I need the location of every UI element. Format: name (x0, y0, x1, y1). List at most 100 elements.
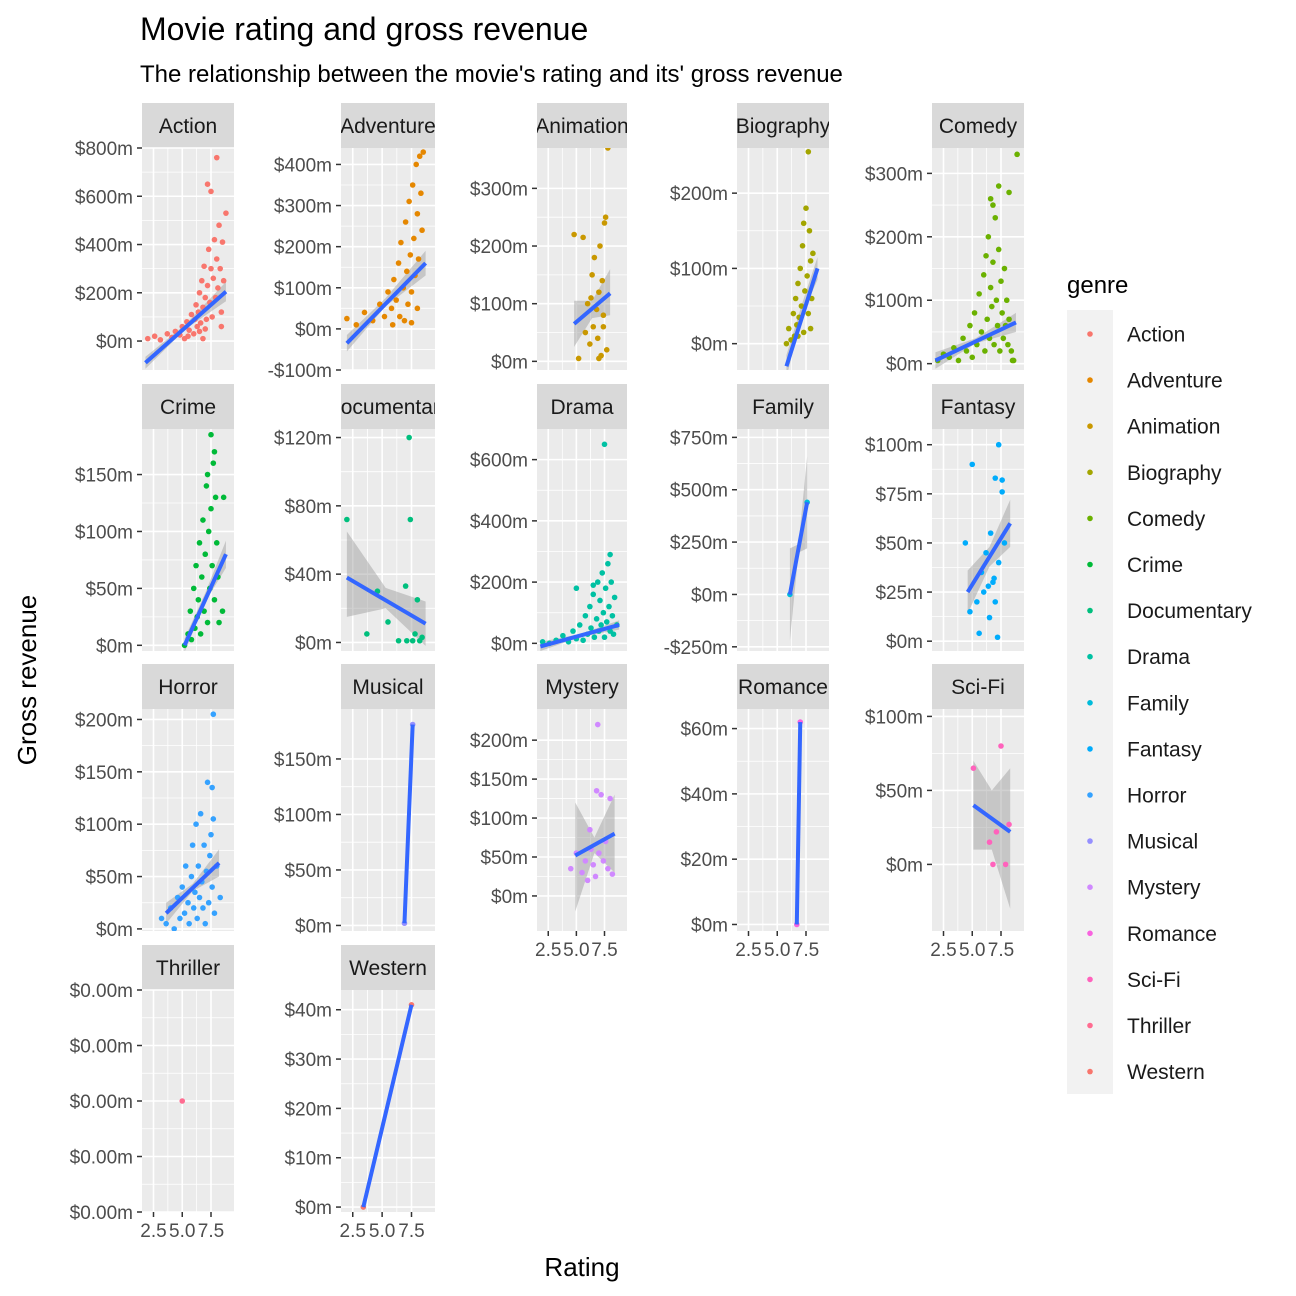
data-point (208, 505, 214, 512)
y-tick-label: $0m (96, 332, 133, 353)
confidence-band (973, 760, 1011, 909)
data-point (185, 899, 191, 906)
facet-strip-label: Crime (160, 396, 216, 419)
facet-strip (737, 384, 829, 429)
data-point (990, 202, 996, 208)
data-point (982, 348, 988, 354)
facet-family: Family -$250m $0m $250m $500m $750m (664, 384, 829, 659)
facet-strip-label: Comedy (939, 115, 1018, 138)
y-tick-label: $25m (875, 583, 923, 604)
data-point (406, 198, 412, 205)
data-point (587, 341, 593, 347)
data-point (790, 310, 797, 317)
panel-marks (144, 154, 229, 369)
data-point (584, 300, 591, 307)
legend-key-crime (1087, 561, 1093, 568)
y-tick-label: $50m (85, 579, 133, 600)
data-point (188, 636, 195, 643)
data-point (219, 239, 226, 245)
facet-strip (142, 945, 234, 990)
data-point (194, 323, 200, 330)
legend-key-fantasy (1087, 746, 1093, 752)
data-point (211, 448, 218, 455)
data-point (799, 243, 806, 249)
facet-mystery: Mystery $0m $50m $100m $150m $200m 2.5 5.0 7.5 (470, 664, 627, 961)
data-point (600, 609, 607, 616)
data-point (381, 313, 388, 320)
y-tick-label: $100m (274, 805, 332, 826)
data-point (605, 560, 611, 567)
data-point (955, 357, 962, 364)
data-point (1002, 861, 1009, 868)
data-point (202, 920, 209, 927)
legend-items: Action Adventure Animation Biography Comedy C… (1087, 324, 1252, 1084)
fit-line (972, 803, 1012, 834)
y-tick-label: $250m (670, 533, 728, 554)
data-point (1003, 297, 1010, 304)
data-point (353, 321, 360, 328)
data-point (978, 329, 985, 335)
panel-background (142, 429, 234, 651)
data-point (599, 277, 606, 284)
data-point (415, 256, 422, 262)
data-point (164, 331, 171, 337)
data-point (969, 354, 976, 361)
data-point (598, 791, 604, 798)
data-point (609, 612, 616, 619)
legend-label-biography: Biography (1127, 462, 1222, 485)
facet-strip (932, 103, 1024, 148)
data-point (1014, 151, 1020, 158)
y-tick-label: $400m (274, 155, 332, 176)
data-point (990, 259, 996, 265)
data-point (217, 894, 223, 901)
data-point (991, 575, 997, 582)
legend-key-adventure (1087, 377, 1093, 383)
legend-label-action: Action (1127, 324, 1185, 347)
x-tick-label: 2.5 (140, 1221, 166, 1242)
facet-fantasy: Fantasy $0m $25m $50m $75m $100m (865, 384, 1024, 653)
data-point (158, 915, 165, 922)
facet-strip (737, 103, 829, 148)
data-point (590, 323, 597, 330)
data-point (405, 301, 411, 308)
data-point (1006, 821, 1012, 828)
y-tick-label: $200m (470, 237, 528, 258)
y-tick-label: $400m (470, 512, 528, 533)
data-point (179, 884, 186, 890)
facet-strip (537, 103, 627, 148)
data-point (582, 612, 589, 619)
y-tick-label: $10m (284, 1149, 332, 1170)
facet-strip (341, 945, 435, 990)
panel-background (341, 709, 435, 931)
fit-line (144, 290, 228, 365)
data-point (151, 333, 158, 340)
data-point (598, 622, 604, 628)
y-tick-label: $400m (75, 236, 133, 257)
data-point (201, 263, 207, 270)
y-tick-label: $40m (284, 565, 332, 586)
panel-marks (794, 719, 804, 928)
y-tick-label: $50m (875, 534, 923, 555)
y-tick-label: $100m (75, 522, 133, 543)
legend-label-adventure: Adventure (1127, 370, 1223, 393)
data-point (995, 559, 1002, 566)
legend-label-fantasy: Fantasy (1127, 738, 1202, 761)
legend-key-family (1087, 700, 1093, 706)
panel-background (932, 429, 1024, 651)
data-point (385, 619, 391, 625)
y-tick-label: $150m (75, 466, 133, 487)
data-point (989, 303, 995, 310)
facet-adventure: Adventure -$100m $0m $100m $200m $300m $400m (268, 103, 435, 382)
y-tick-label: $100m (470, 809, 528, 830)
data-point (963, 348, 970, 354)
data-point (976, 291, 982, 297)
data-point (986, 614, 993, 621)
data-point (190, 331, 197, 337)
facet-strip (537, 384, 627, 429)
panel-marks (571, 148, 612, 362)
legend-title: genre (1067, 272, 1128, 299)
data-point (1001, 265, 1008, 272)
data-point (985, 583, 992, 589)
facet-strip (341, 384, 435, 429)
data-point (605, 865, 611, 872)
